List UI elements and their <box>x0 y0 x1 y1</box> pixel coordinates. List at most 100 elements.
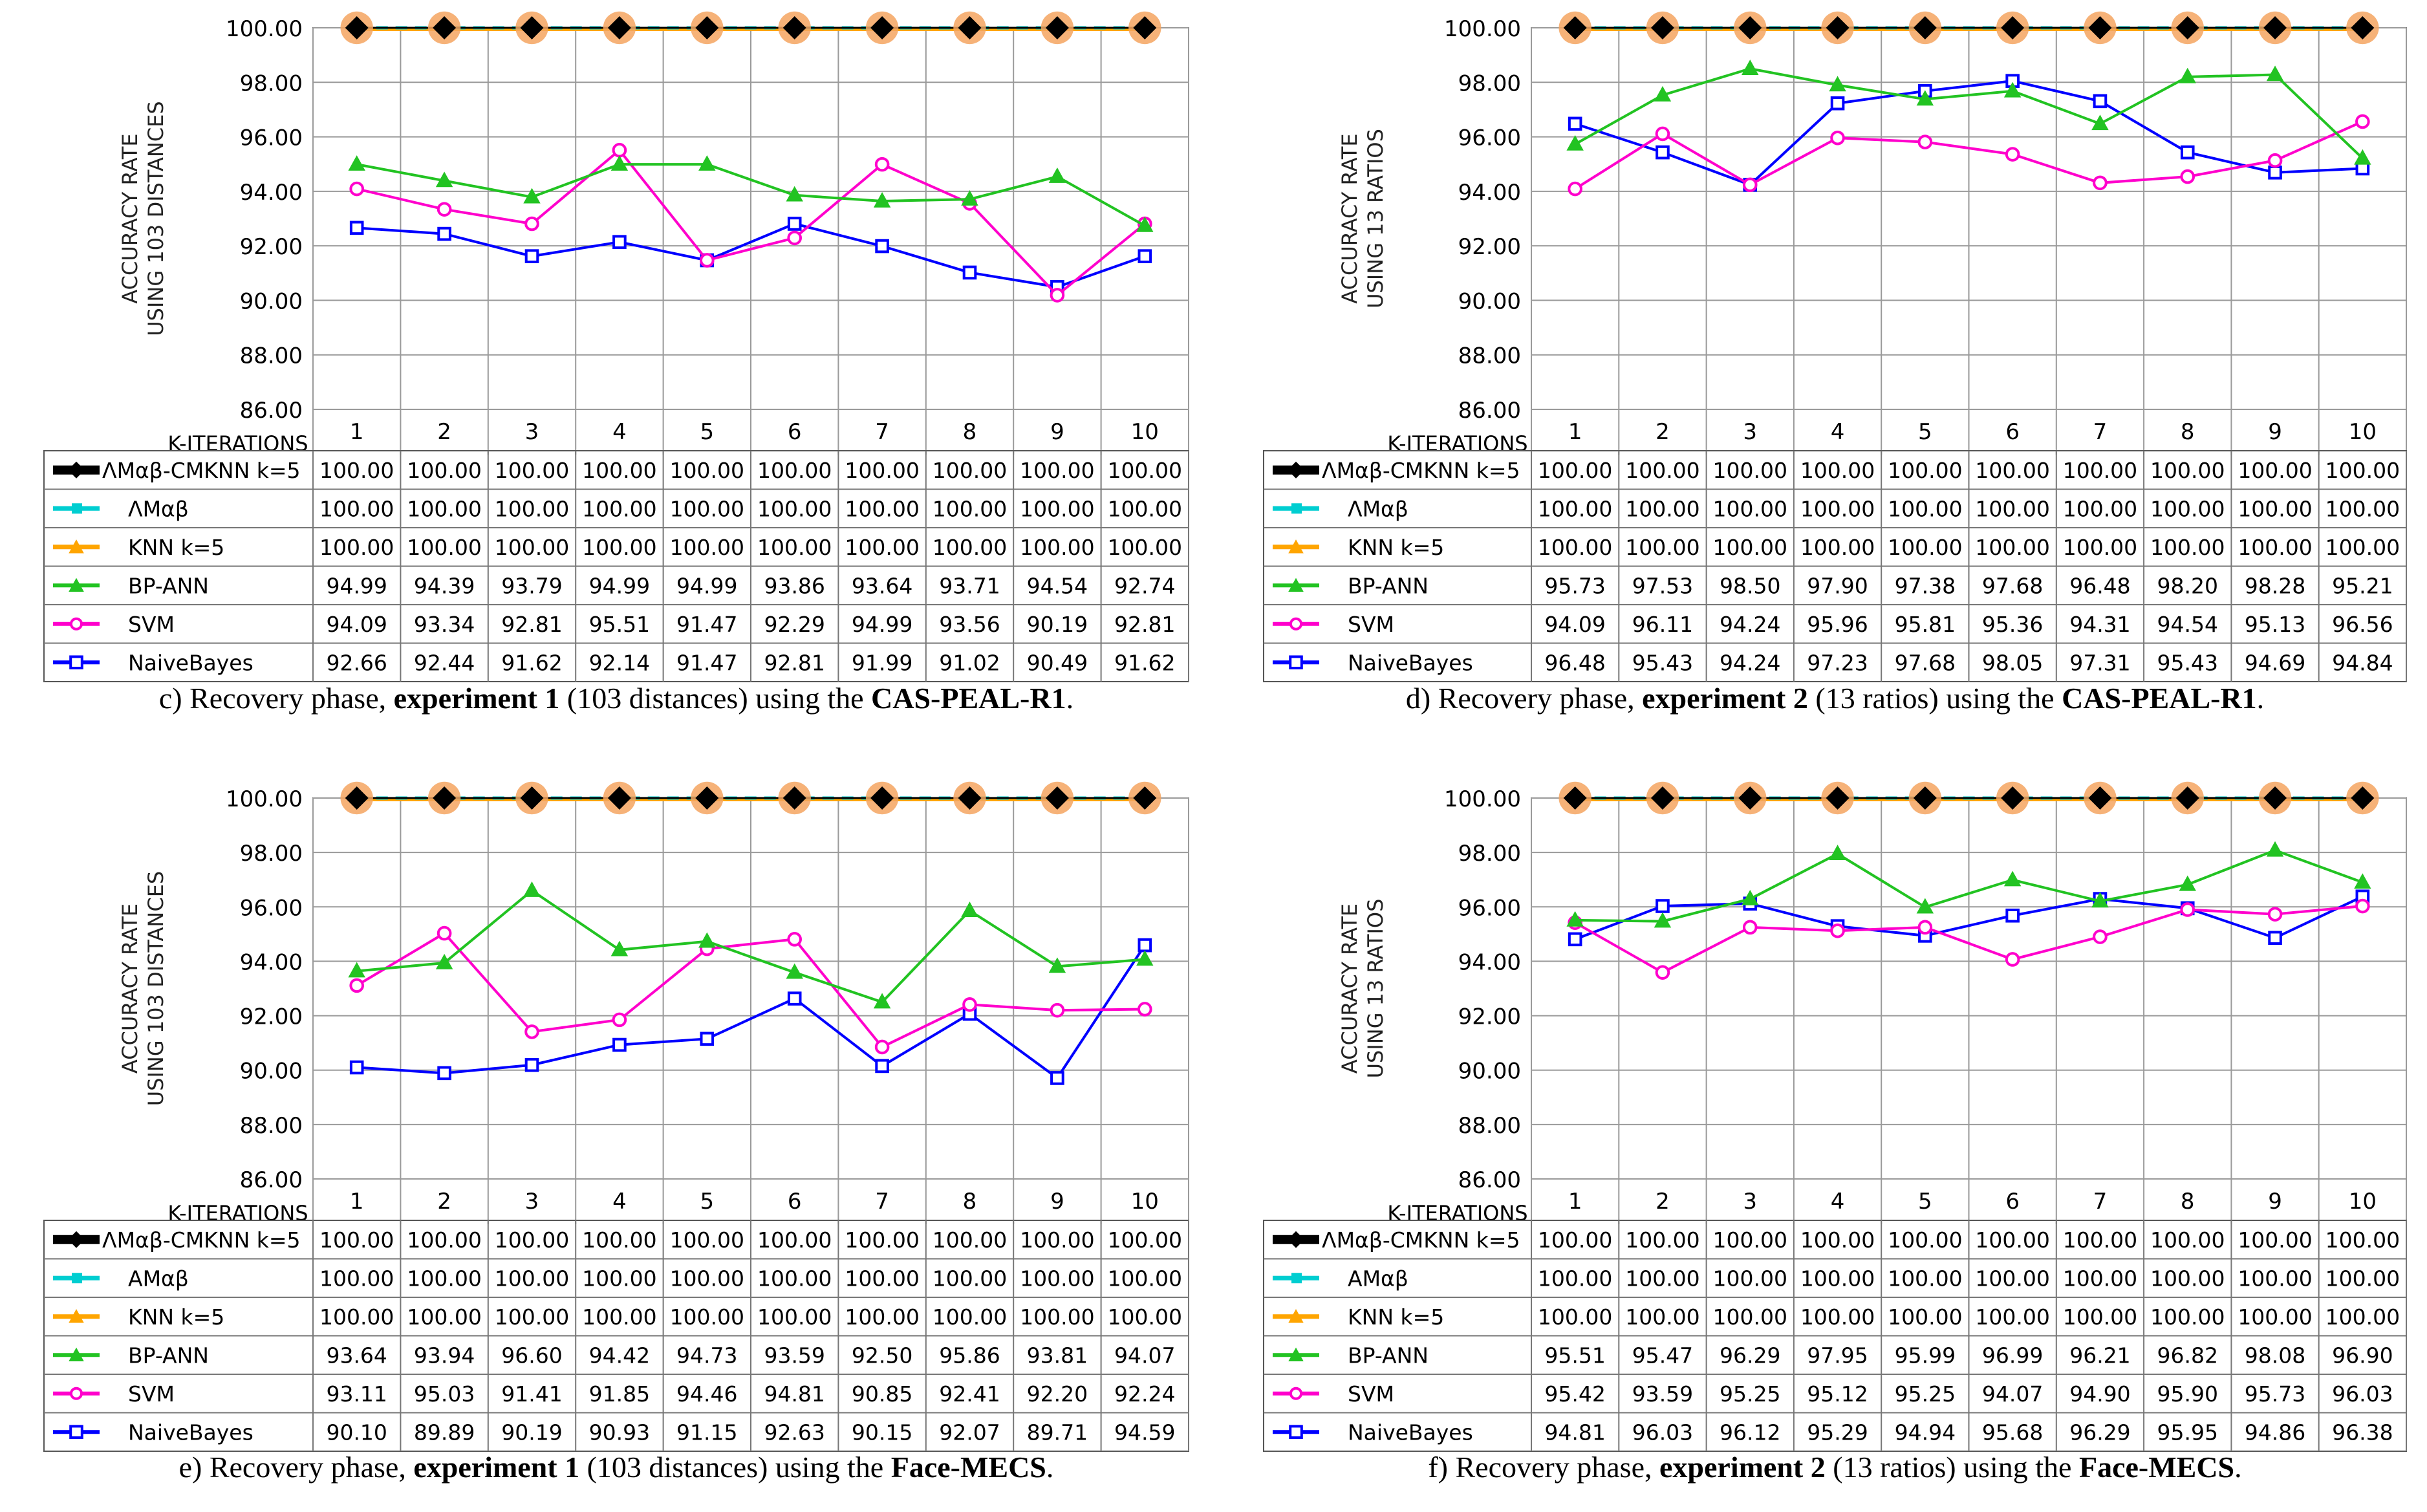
data-point-NaiveBayes <box>875 1059 889 1074</box>
data-label: 91.15 <box>676 1420 737 1445</box>
data-label: 96.90 <box>2332 1343 2393 1368</box>
legend-label-KNN: KNN k=5 <box>128 1304 224 1330</box>
data-label: 100.00 <box>2238 1304 2312 1330</box>
data-point-AMab-CMKNN <box>1133 786 1157 810</box>
data-label: 100.00 <box>2063 1266 2137 1291</box>
data-label: 95.68 <box>1982 1420 2043 1445</box>
y-tick-label: 96.00 <box>1458 125 1521 151</box>
data-label: 94.99 <box>676 573 737 598</box>
data-point-AMab-CMKNN <box>1563 16 1587 39</box>
data-point-NaiveBayes <box>2093 94 2108 109</box>
data-point-SVM <box>874 1039 890 1055</box>
y-tick-label: 90.00 <box>1458 288 1521 314</box>
data-label: 94.86 <box>2245 1420 2305 1445</box>
x-tick-label: 2 <box>437 1189 451 1215</box>
data-label: 94.09 <box>1544 612 1605 637</box>
data-point-SVM <box>700 253 715 268</box>
data-label: 100.00 <box>2325 535 2400 560</box>
data-label: 100.00 <box>670 1227 744 1253</box>
x-axis-title: K-ITERATIONS <box>1387 431 1527 456</box>
data-label: 100.00 <box>2325 458 2400 483</box>
data-label: 100.00 <box>1108 1304 1182 1330</box>
legend-marker-BP-ANN <box>1288 578 1304 592</box>
data-label: 100.00 <box>1800 496 1875 521</box>
series-line-BP-ANN <box>356 163 1146 227</box>
data-label: 94.99 <box>326 573 387 598</box>
caption-part: (103 distances) using the <box>559 682 871 715</box>
data-label: 100.00 <box>2150 496 2225 521</box>
x-tick-label: 2 <box>1656 419 1670 445</box>
data-label: 92.24 <box>1114 1381 1175 1407</box>
y-tick-label: 100.00 <box>1444 16 1521 42</box>
x-tick-label: 4 <box>612 419 627 445</box>
data-label: 90.49 <box>1027 650 1088 675</box>
caption-part: experiment 1 <box>394 682 560 715</box>
data-label: 97.38 <box>1895 573 1956 598</box>
legend-marker-KNN <box>1288 1309 1304 1323</box>
data-label: 96.03 <box>1632 1420 1693 1445</box>
data-label: 96.29 <box>1720 1343 1780 1368</box>
series-line-SVM <box>356 931 1145 1049</box>
legend-marker-KNN <box>69 1309 84 1323</box>
data-point-NaiveBayes <box>349 1060 364 1075</box>
legend-label-SVM: SVM <box>128 1381 175 1407</box>
data-label: 100.00 <box>2063 535 2137 560</box>
data-label: 100.00 <box>582 458 656 483</box>
data-label: 100.00 <box>1713 1304 1787 1330</box>
legend-label-AMab: ΛMαβ <box>1348 496 1408 521</box>
legend-label-SVM: SVM <box>1348 1381 1394 1407</box>
x-tick-label: 3 <box>1743 419 1757 445</box>
data-label: 96.12 <box>1720 1420 1780 1445</box>
data-label: 100.00 <box>407 1227 481 1253</box>
data-label: 95.43 <box>2157 650 2218 675</box>
data-point-NaiveBayes <box>349 221 364 235</box>
y-tick-label: 88.00 <box>240 1113 303 1139</box>
x-tick-label: 5 <box>700 1189 714 1215</box>
y-axis-title-line: ACCURACY RATE <box>1337 133 1362 303</box>
data-point-BP-ANN <box>1829 76 1846 92</box>
data-point-BP-ANN <box>873 993 891 1009</box>
data-point-SVM <box>524 1024 539 1039</box>
data-point-BP-ANN <box>2354 873 2371 889</box>
data-point-SVM <box>2180 902 2195 917</box>
data-point-SVM <box>2093 929 2108 944</box>
caption-part: CAS-PEAL-R1 <box>2062 682 2257 715</box>
data-label: 100.00 <box>2063 1227 2137 1253</box>
y-tick-label: 92.00 <box>240 1004 303 1030</box>
data-point-SVM <box>2180 169 2195 184</box>
legend-marker-KNN <box>1288 539 1304 554</box>
x-tick-label: 3 <box>525 1189 539 1215</box>
data-label: 100.00 <box>582 1266 656 1291</box>
x-tick-label: 1 <box>350 1189 364 1215</box>
data-label: 100.00 <box>1020 1266 1094 1291</box>
data-point-SVM <box>1830 130 1845 146</box>
data-label: 100.00 <box>1713 1266 1787 1291</box>
data-label: 93.64 <box>852 573 912 598</box>
data-label: 94.81 <box>764 1381 825 1407</box>
series-line-NaiveBayes <box>356 944 1146 1080</box>
data-label: 100.00 <box>1888 458 1962 483</box>
data-point-NaiveBayes <box>1656 899 1670 913</box>
data-label: 92.63 <box>764 1420 825 1445</box>
data-label: 100.00 <box>1800 1266 1875 1291</box>
series-line-BP-ANN <box>356 889 1145 1004</box>
data-point-AMab-CMKNN <box>1738 16 1762 39</box>
data-label: 95.86 <box>939 1343 1000 1368</box>
data-point-BP-ANN <box>348 155 365 171</box>
data-label: 100.00 <box>933 1266 1007 1291</box>
x-tick-label: 8 <box>2181 419 2195 445</box>
data-label: 100.00 <box>1108 535 1182 560</box>
data-label: 100.00 <box>1020 1304 1094 1330</box>
x-tick-label: 9 <box>1050 1189 1064 1215</box>
data-label: 100.00 <box>1888 535 1962 560</box>
data-point-BP-ANN <box>786 963 803 979</box>
data-point-BP-ANN <box>1916 898 1934 914</box>
legend-label-AMab: AMαβ <box>1348 1266 1408 1291</box>
data-point-BP-ANN <box>1566 911 1584 927</box>
y-tick-label: 88.00 <box>1458 1113 1521 1139</box>
data-label: 98.28 <box>2245 573 2305 598</box>
data-label: 91.62 <box>501 650 562 675</box>
data-label: 100.00 <box>933 1227 1007 1253</box>
x-tick-label: 9 <box>2268 419 2282 445</box>
y-tick-label: 92.00 <box>1458 234 1521 260</box>
